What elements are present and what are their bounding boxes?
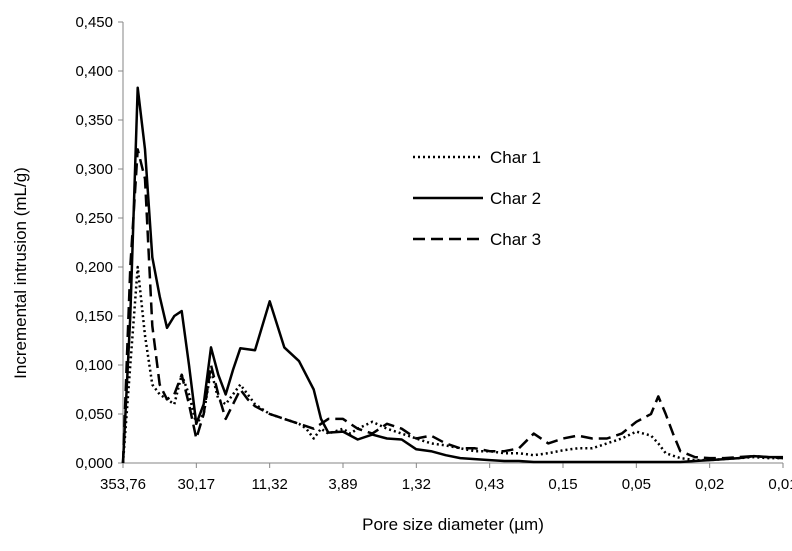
y-tick-label: 0,200 <box>75 259 113 276</box>
legend-label: Char 2 <box>490 189 541 208</box>
x-tick-label: 1,32 <box>402 476 431 493</box>
legend: Char 1 Char 2 Char 3 <box>413 148 541 249</box>
x-tick-label: 0,05 <box>622 476 651 493</box>
x-tick-label: 3,89 <box>328 476 357 493</box>
y-tick-label: 0,400 <box>75 63 113 80</box>
x-tick-label: 0,02 <box>695 476 724 493</box>
y-tick-label: 0,250 <box>75 210 113 227</box>
x-tick-label: 0,15 <box>548 476 577 493</box>
y-tick-label: 0,000 <box>75 455 113 472</box>
axes <box>118 22 783 468</box>
x-tick-label: 30,17 <box>178 476 216 493</box>
x-tick-labels: 353,76 30,17 11,32 3,89 1,32 0,43 0,15 0,05 0,02… <box>100 476 792 493</box>
x-tick-label: 0,01 <box>768 476 792 493</box>
y-axis-title: Incremental intrusion (mL/g) <box>11 167 30 379</box>
x-tick-label: 353,76 <box>100 476 146 493</box>
series-lines <box>123 88 783 463</box>
y-tick-label: 0,050 <box>75 406 113 423</box>
x-axis-title: Pore size diameter (µm) <box>362 515 544 534</box>
y-tick-label: 0,450 <box>75 14 113 31</box>
series-line-char-1 <box>123 267 783 463</box>
y-tick-label: 0,100 <box>75 357 113 374</box>
series-line-char-3 <box>123 149 783 463</box>
x-tick-label: 11,32 <box>251 476 287 493</box>
y-tick-labels: 0,000 0,050 0,100 0,150 0,200 0,250 0,300 0,350… <box>75 14 113 472</box>
x-tick-label: 0,43 <box>475 476 504 493</box>
legend-label: Char 3 <box>490 230 541 249</box>
y-tick-label: 0,350 <box>75 112 113 129</box>
legend-label: Char 1 <box>490 148 541 167</box>
y-tick-label: 0,300 <box>75 161 113 178</box>
y-tick-label: 0,150 <box>75 308 113 325</box>
